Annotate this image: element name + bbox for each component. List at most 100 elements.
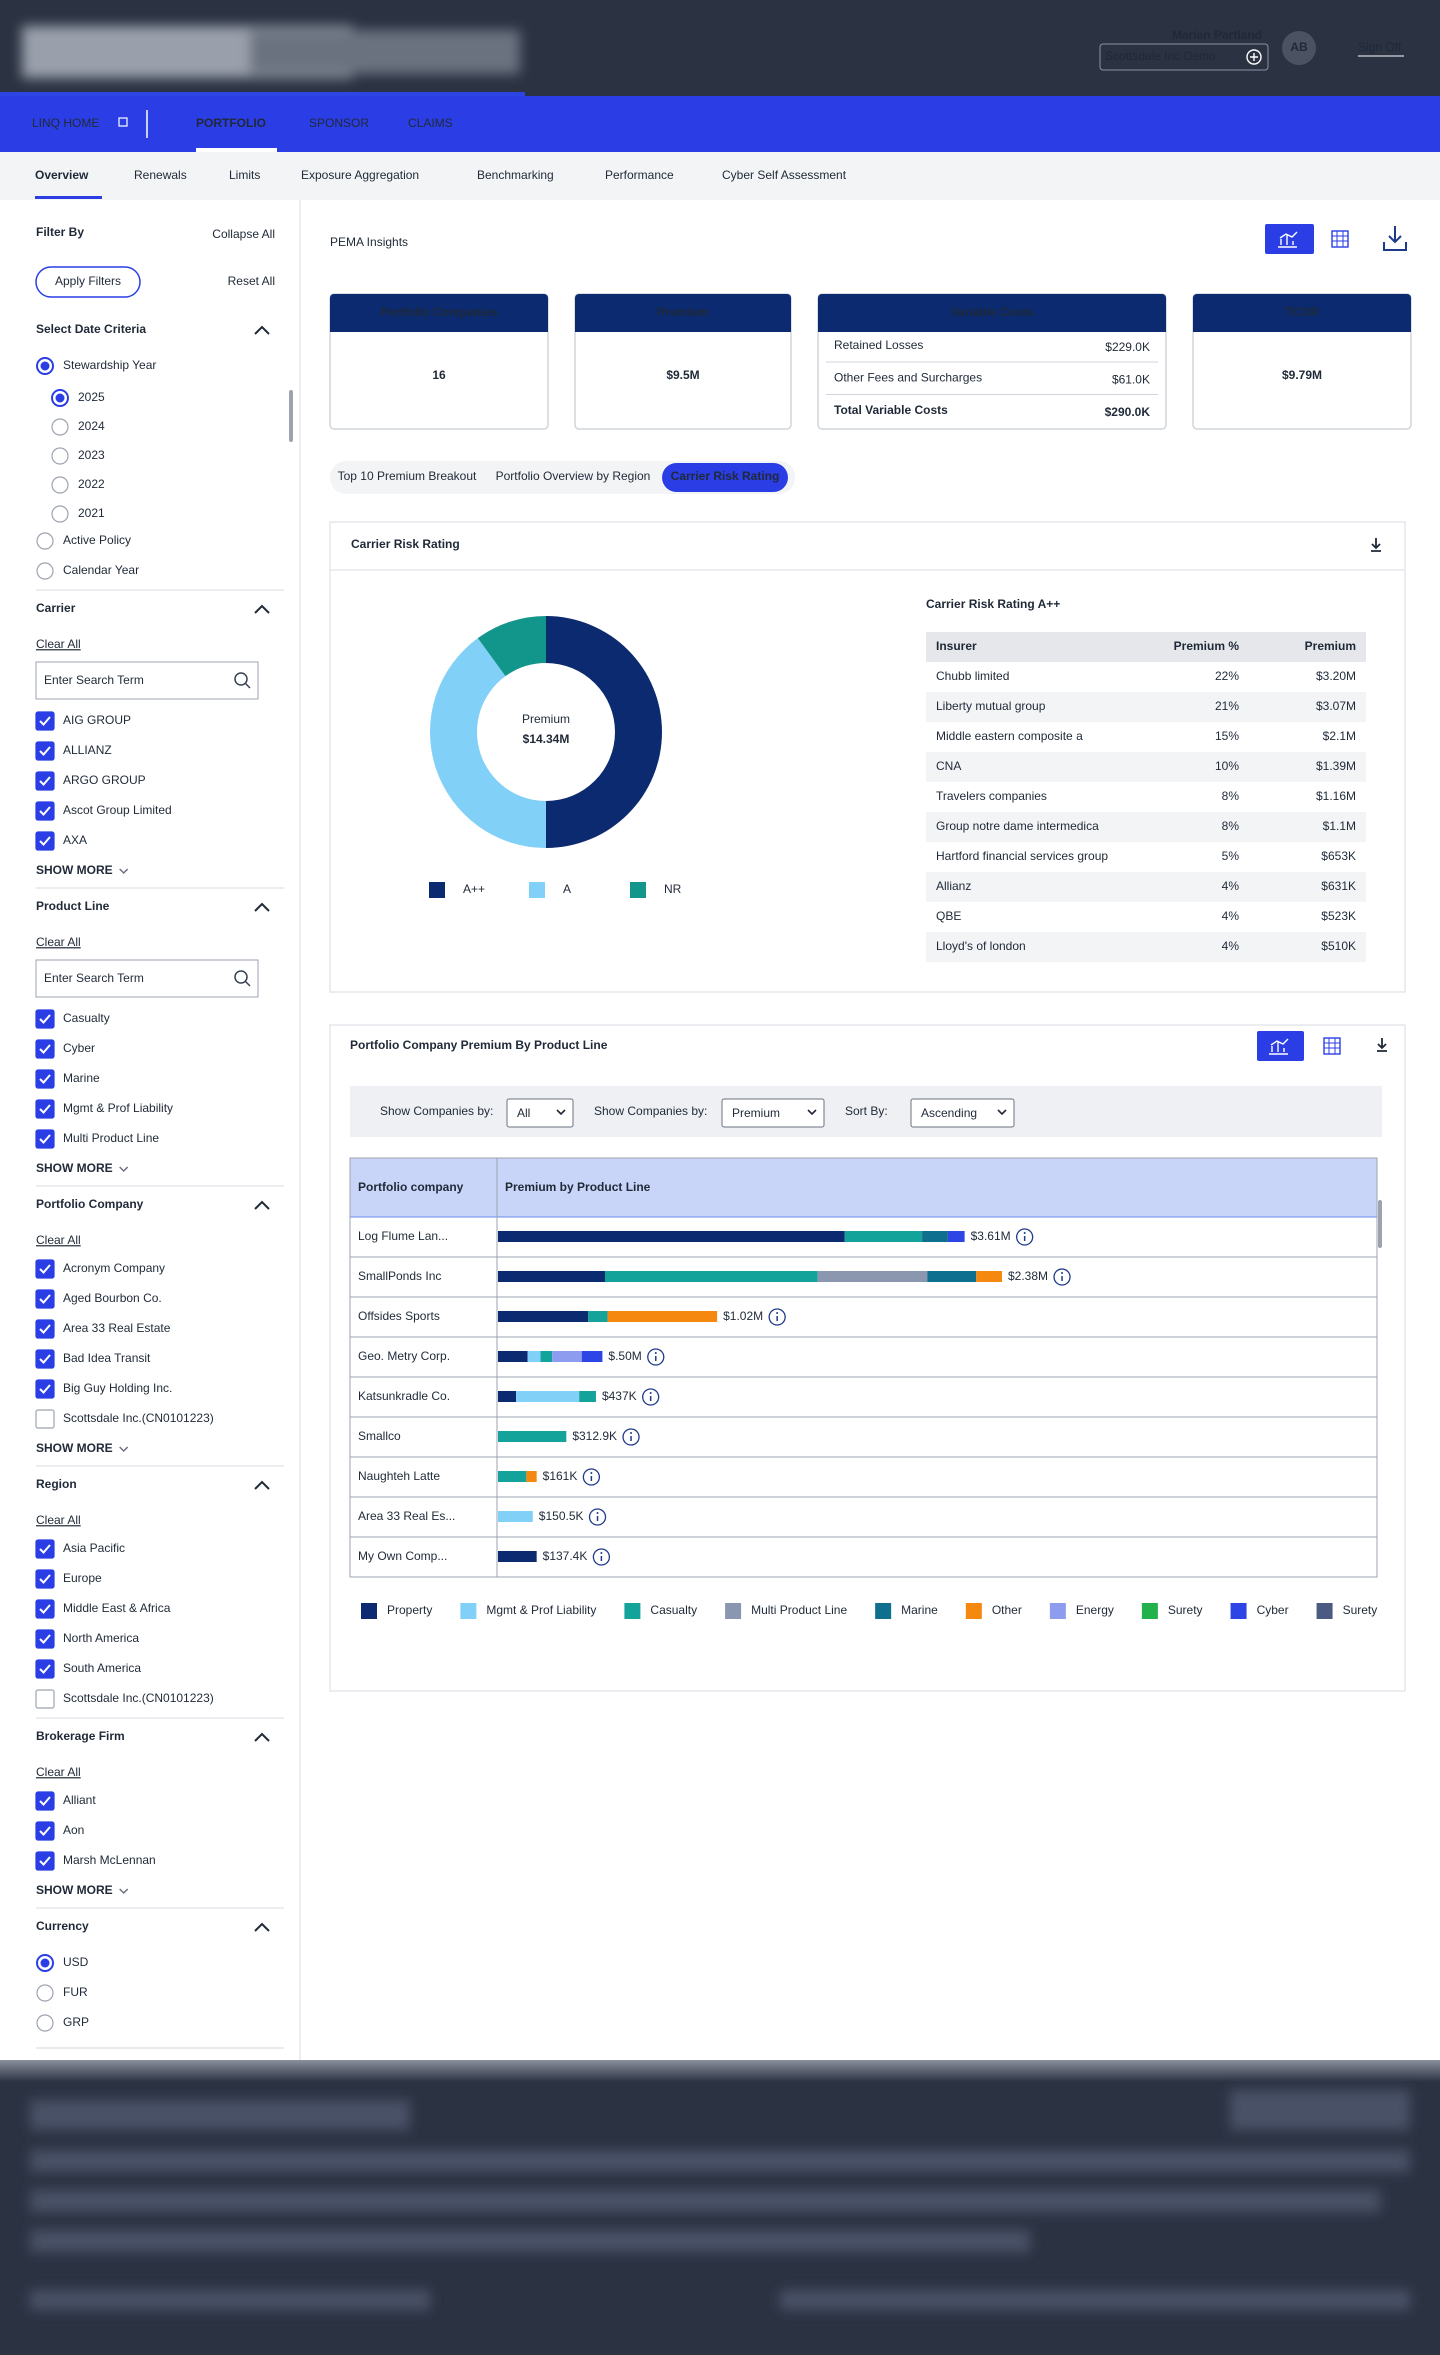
clear-all[interactable]: Clear All <box>36 1233 81 1247</box>
info-icon[interactable] <box>582 1468 601 1486</box>
info-icon[interactable] <box>1053 1268 1071 1286</box>
clear-all[interactable]: Clear All <box>36 1765 81 1779</box>
checkbox[interactable] <box>35 1689 55 1709</box>
account-name[interactable]: Scottsdale Inc Demo <box>1105 49 1216 63</box>
checkbox[interactable] <box>35 741 55 761</box>
sign-off[interactable]: Sign Off <box>1358 40 1402 54</box>
collapse-chevron[interactable] <box>254 902 270 912</box>
risk-download-icon[interactable] <box>1371 538 1381 552</box>
subnav-item[interactable]: Renewals <box>134 168 187 182</box>
collapse-chevron[interactable] <box>254 604 270 614</box>
radio[interactable] <box>51 418 69 436</box>
premium-download-icon[interactable] <box>1377 1038 1387 1052</box>
checkbox[interactable] <box>35 1039 55 1059</box>
radio[interactable] <box>36 2014 54 2032</box>
checkbox[interactable] <box>35 711 55 731</box>
nav-item[interactable]: SPONSOR <box>309 116 369 130</box>
chart-view-button[interactable] <box>1265 224 1314 254</box>
select-box[interactable] <box>721 1098 825 1128</box>
radio[interactable] <box>51 505 69 523</box>
info-icon[interactable] <box>622 1428 640 1446</box>
checkbox[interactable] <box>35 1659 55 1679</box>
info-icon[interactable] <box>592 1548 611 1566</box>
search-placeholder: Enter Search Term <box>44 971 144 985</box>
search-box[interactable] <box>35 959 259 998</box>
subnav-item[interactable]: Cyber Self Assessment <box>722 168 847 182</box>
checkbox[interactable] <box>35 1129 55 1149</box>
bar-segment <box>817 1271 928 1282</box>
nav-item[interactable]: LINQ HOME <box>32 116 99 130</box>
clear-all[interactable]: Clear All <box>36 935 81 949</box>
info-icon[interactable] <box>642 1388 660 1406</box>
checkbox[interactable] <box>35 1821 55 1841</box>
chart-tab[interactable]: Top 10 Premium Breakout <box>338 469 477 483</box>
table-view-button[interactable] <box>1331 230 1349 248</box>
checkbox[interactable] <box>35 1099 55 1119</box>
show-more[interactable]: SHOW MORE <box>36 1883 113 1897</box>
checkbox[interactable] <box>35 1851 55 1871</box>
legend-label: Other <box>992 1603 1022 1617</box>
subnav-item[interactable]: Benchmarking <box>477 168 554 182</box>
radio[interactable] <box>36 562 54 580</box>
nav-item[interactable]: PORTFOLIO <box>196 116 266 130</box>
chart-tab-active[interactable] <box>662 463 788 492</box>
download-button[interactable] <box>1383 226 1407 251</box>
search-box[interactable] <box>35 661 259 700</box>
clear-all[interactable]: Clear All <box>36 637 81 651</box>
collapse-chevron[interactable] <box>254 325 270 335</box>
table-row <box>926 752 1366 782</box>
select-box[interactable] <box>910 1098 1015 1128</box>
checkbox[interactable] <box>35 771 55 791</box>
info-icon[interactable] <box>647 1348 665 1366</box>
collapse-chevron[interactable] <box>254 1480 270 1490</box>
collapse-chevron[interactable] <box>254 1200 270 1210</box>
subnav-item[interactable]: Limits <box>229 168 260 182</box>
collapse-chevron[interactable] <box>254 1732 270 1742</box>
avatar[interactable] <box>1282 31 1316 65</box>
checkbox[interactable] <box>35 831 55 851</box>
subnav-item[interactable]: Overview <box>35 168 89 182</box>
checkbox[interactable] <box>35 1791 55 1811</box>
cost-value: $290.0K <box>1105 405 1151 419</box>
info-icon[interactable] <box>588 1508 607 1526</box>
premium-chart-button[interactable] <box>1257 1031 1304 1061</box>
radio[interactable] <box>36 1984 54 2002</box>
checkbox[interactable] <box>35 1539 55 1559</box>
checkbox[interactable] <box>35 801 55 821</box>
reset-all[interactable]: Reset All <box>228 274 275 288</box>
collapse-chevron[interactable] <box>254 1922 270 1932</box>
show-more[interactable]: SHOW MORE <box>36 1441 113 1455</box>
nav-item[interactable]: CLAIMS <box>408 116 453 130</box>
info-icon[interactable] <box>1016 1228 1034 1246</box>
chart-tab[interactable]: Portfolio Overview by Region <box>496 469 651 483</box>
radio[interactable] <box>51 476 69 494</box>
show-more[interactable]: SHOW MORE <box>36 1161 113 1175</box>
checkbox[interactable] <box>35 1009 55 1029</box>
radio[interactable] <box>51 447 69 465</box>
checkbox[interactable] <box>35 1349 55 1369</box>
checkbox[interactable] <box>35 1289 55 1309</box>
checkbox[interactable] <box>35 1569 55 1589</box>
radio[interactable] <box>36 532 54 550</box>
checkbox[interactable] <box>35 1319 55 1339</box>
collapse-all[interactable]: Collapse All <box>212 227 275 241</box>
subnav-item[interactable]: Exposure Aggregation <box>301 168 419 182</box>
checkbox[interactable] <box>35 1599 55 1619</box>
checkbox[interactable] <box>35 1409 55 1429</box>
checkbox[interactable] <box>35 1379 55 1399</box>
subnav-item[interactable]: Performance <box>605 168 674 182</box>
checkbox[interactable] <box>35 1069 55 1089</box>
radio-dot <box>40 361 50 371</box>
clear-all[interactable]: Clear All <box>36 1513 81 1527</box>
apply-filters-button[interactable] <box>35 266 141 298</box>
apply-filters[interactable]: Apply Filters <box>55 274 121 288</box>
premium-table-button[interactable] <box>1323 1037 1341 1055</box>
checkbox[interactable] <box>35 1259 55 1279</box>
select-box[interactable] <box>506 1098 574 1128</box>
chart-tab[interactable]: Carrier Risk Rating <box>671 469 780 483</box>
account-box[interactable] <box>1099 43 1269 71</box>
checkbox[interactable] <box>35 1629 55 1649</box>
account-add-icon[interactable] <box>1246 49 1262 65</box>
info-icon[interactable] <box>768 1308 786 1326</box>
show-more[interactable]: SHOW MORE <box>36 863 113 877</box>
